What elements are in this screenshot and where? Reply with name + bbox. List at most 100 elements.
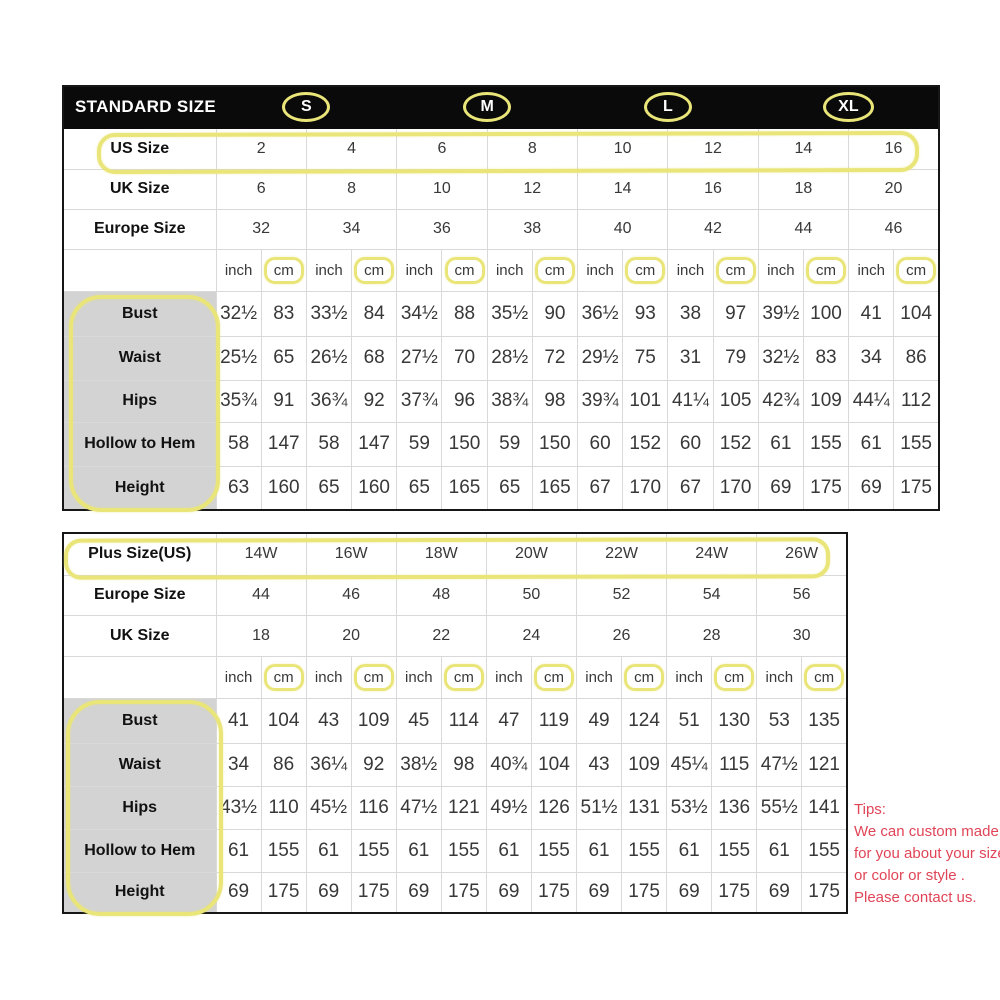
- tips-title: Tips:: [854, 801, 886, 818]
- measure-value: 69: [215, 871, 262, 914]
- measure-value: 61: [485, 828, 532, 873]
- measure-value: 155: [802, 421, 850, 467]
- unit-inch: inch: [396, 248, 443, 292]
- measure-value: 175: [440, 871, 487, 914]
- measure-value: 31: [667, 335, 714, 381]
- unit-inch: inch: [667, 248, 714, 292]
- plus-size-table-grid: Plus Size(US) 14W 16W 18W 20W 22W 24W 26W Europe…: [62, 532, 848, 914]
- measure-row: Hips 35¾ 91 36¾ 92 37¾ 96 38¾ 98 39¾ 101 41¼ 105 42¾ 1…: [62, 379, 940, 423]
- measure-value: 61: [757, 421, 804, 467]
- measure-value: 175: [893, 465, 940, 511]
- unit-cm: cm: [712, 248, 759, 292]
- measure-value: 69: [485, 871, 532, 914]
- measure-value: 68: [351, 335, 398, 381]
- measure-value: 60: [667, 421, 714, 467]
- measure-value: 34: [848, 335, 895, 381]
- measure-value: 61: [666, 828, 713, 873]
- unit-inch: inch: [666, 655, 713, 699]
- measure-value: 86: [893, 335, 940, 381]
- measure-value: 100: [802, 290, 850, 337]
- cm-highlight-box: cm: [263, 256, 304, 284]
- size-value: 46: [848, 208, 940, 250]
- unit-inch: inch: [485, 655, 532, 699]
- unit-cm: cm: [893, 248, 940, 292]
- measure-value: 61: [395, 828, 442, 873]
- unit-inch: inch: [756, 655, 803, 699]
- measure-value: 92: [351, 379, 398, 423]
- measure-value: 152: [622, 421, 669, 467]
- size-value: 14: [576, 168, 669, 210]
- measure-row: Hips 43½ 110 45½ 116 47½ 121 49½ 126 51½ 131 53½ 136…: [62, 785, 848, 830]
- measure-value: 91: [260, 379, 307, 423]
- measure-value: 160: [351, 465, 398, 511]
- unit-cm: cm: [621, 655, 668, 699]
- measure-value: 32½: [757, 335, 804, 381]
- measure-value: 155: [260, 828, 307, 873]
- measure-value: 69: [575, 871, 623, 914]
- measure-value: 34½: [396, 290, 443, 337]
- size-value: 18: [215, 614, 307, 657]
- measure-value: 155: [350, 828, 397, 873]
- measure-value: 160: [260, 465, 307, 511]
- measure-value: 58: [215, 421, 262, 467]
- measure-value: 38¾: [486, 379, 533, 423]
- unit-inch: inch: [486, 248, 533, 292]
- size-value: 38: [486, 208, 579, 250]
- unit-cm: cm: [622, 248, 669, 292]
- measure-value: 115: [711, 742, 758, 787]
- units-row: inch cm inch cm inch cm inch cm inch cm inch cm inch…: [62, 248, 940, 292]
- size-group: M: [396, 85, 578, 129]
- measure-value: 155: [893, 421, 940, 467]
- measure-value: 69: [666, 871, 713, 914]
- measure-value: 61: [215, 828, 262, 873]
- measure-value: 45½: [305, 785, 352, 830]
- measure-value: 170: [712, 465, 759, 511]
- measure-value: 39¾: [576, 379, 624, 423]
- measure-value: 39½: [757, 290, 804, 337]
- measure-value: 61: [575, 828, 623, 873]
- measure-value: 35¾: [215, 379, 262, 423]
- measure-label: Hollow to Hem: [62, 828, 217, 873]
- measure-value: 47½: [756, 742, 803, 787]
- measure-value: 105: [712, 379, 759, 423]
- measure-value: 53½: [666, 785, 713, 830]
- measure-value: 40¾: [485, 742, 532, 787]
- unit-cm: cm: [260, 248, 307, 292]
- measure-value: 101: [622, 379, 669, 423]
- measure-value: 170: [622, 465, 669, 511]
- measure-value: 67: [667, 465, 714, 511]
- measure-value: 121: [440, 785, 487, 830]
- measure-value: 84: [351, 290, 398, 337]
- measure-value: 47½: [395, 785, 442, 830]
- cm-highlight-box: cm: [533, 663, 574, 691]
- unit-inch: inch: [305, 655, 352, 699]
- measure-value: 36¼: [305, 742, 352, 787]
- measure-label: Height: [62, 465, 217, 511]
- size-row: Plus Size(US) 14W 16W 18W 20W 22W 24W 26W: [62, 532, 848, 576]
- measure-value: 112: [893, 379, 940, 423]
- size-value: 14: [757, 127, 850, 170]
- measure-value: 147: [351, 421, 398, 467]
- row-label: US Size: [62, 127, 217, 170]
- measure-row: Bust 32½ 83 33½ 84 34½ 88 35½ 90 36½ 93 38 97 39½ 100 4…: [62, 290, 940, 337]
- unit-inch: inch: [848, 248, 895, 292]
- cm-highlight-box: cm: [804, 663, 845, 691]
- cm-highlight-box: cm: [354, 256, 395, 284]
- size-value: 40: [576, 208, 669, 250]
- cm-highlight-box: cm: [896, 256, 937, 284]
- size-value: 44: [215, 574, 307, 616]
- measure-value: 41: [848, 290, 895, 337]
- measure-value: 155: [801, 828, 848, 873]
- size-value: 24: [485, 614, 578, 657]
- size-value: 16W: [305, 532, 397, 576]
- measure-value: 65: [486, 465, 533, 511]
- standard-size-table: STANDARD SIZE S M L XL US Size 2 4 6 8 10 12 14 16 UK …: [62, 85, 940, 511]
- measure-value: 69: [395, 871, 442, 914]
- size-group: L: [577, 85, 759, 129]
- measure-value: 121: [801, 742, 848, 787]
- row-label: UK Size: [62, 168, 217, 210]
- measure-value: 59: [396, 421, 443, 467]
- size-row: Europe Size 32 34 36 38 40 42 44 46: [62, 208, 940, 250]
- measure-value: 69: [848, 465, 895, 511]
- measure-value: 116: [350, 785, 397, 830]
